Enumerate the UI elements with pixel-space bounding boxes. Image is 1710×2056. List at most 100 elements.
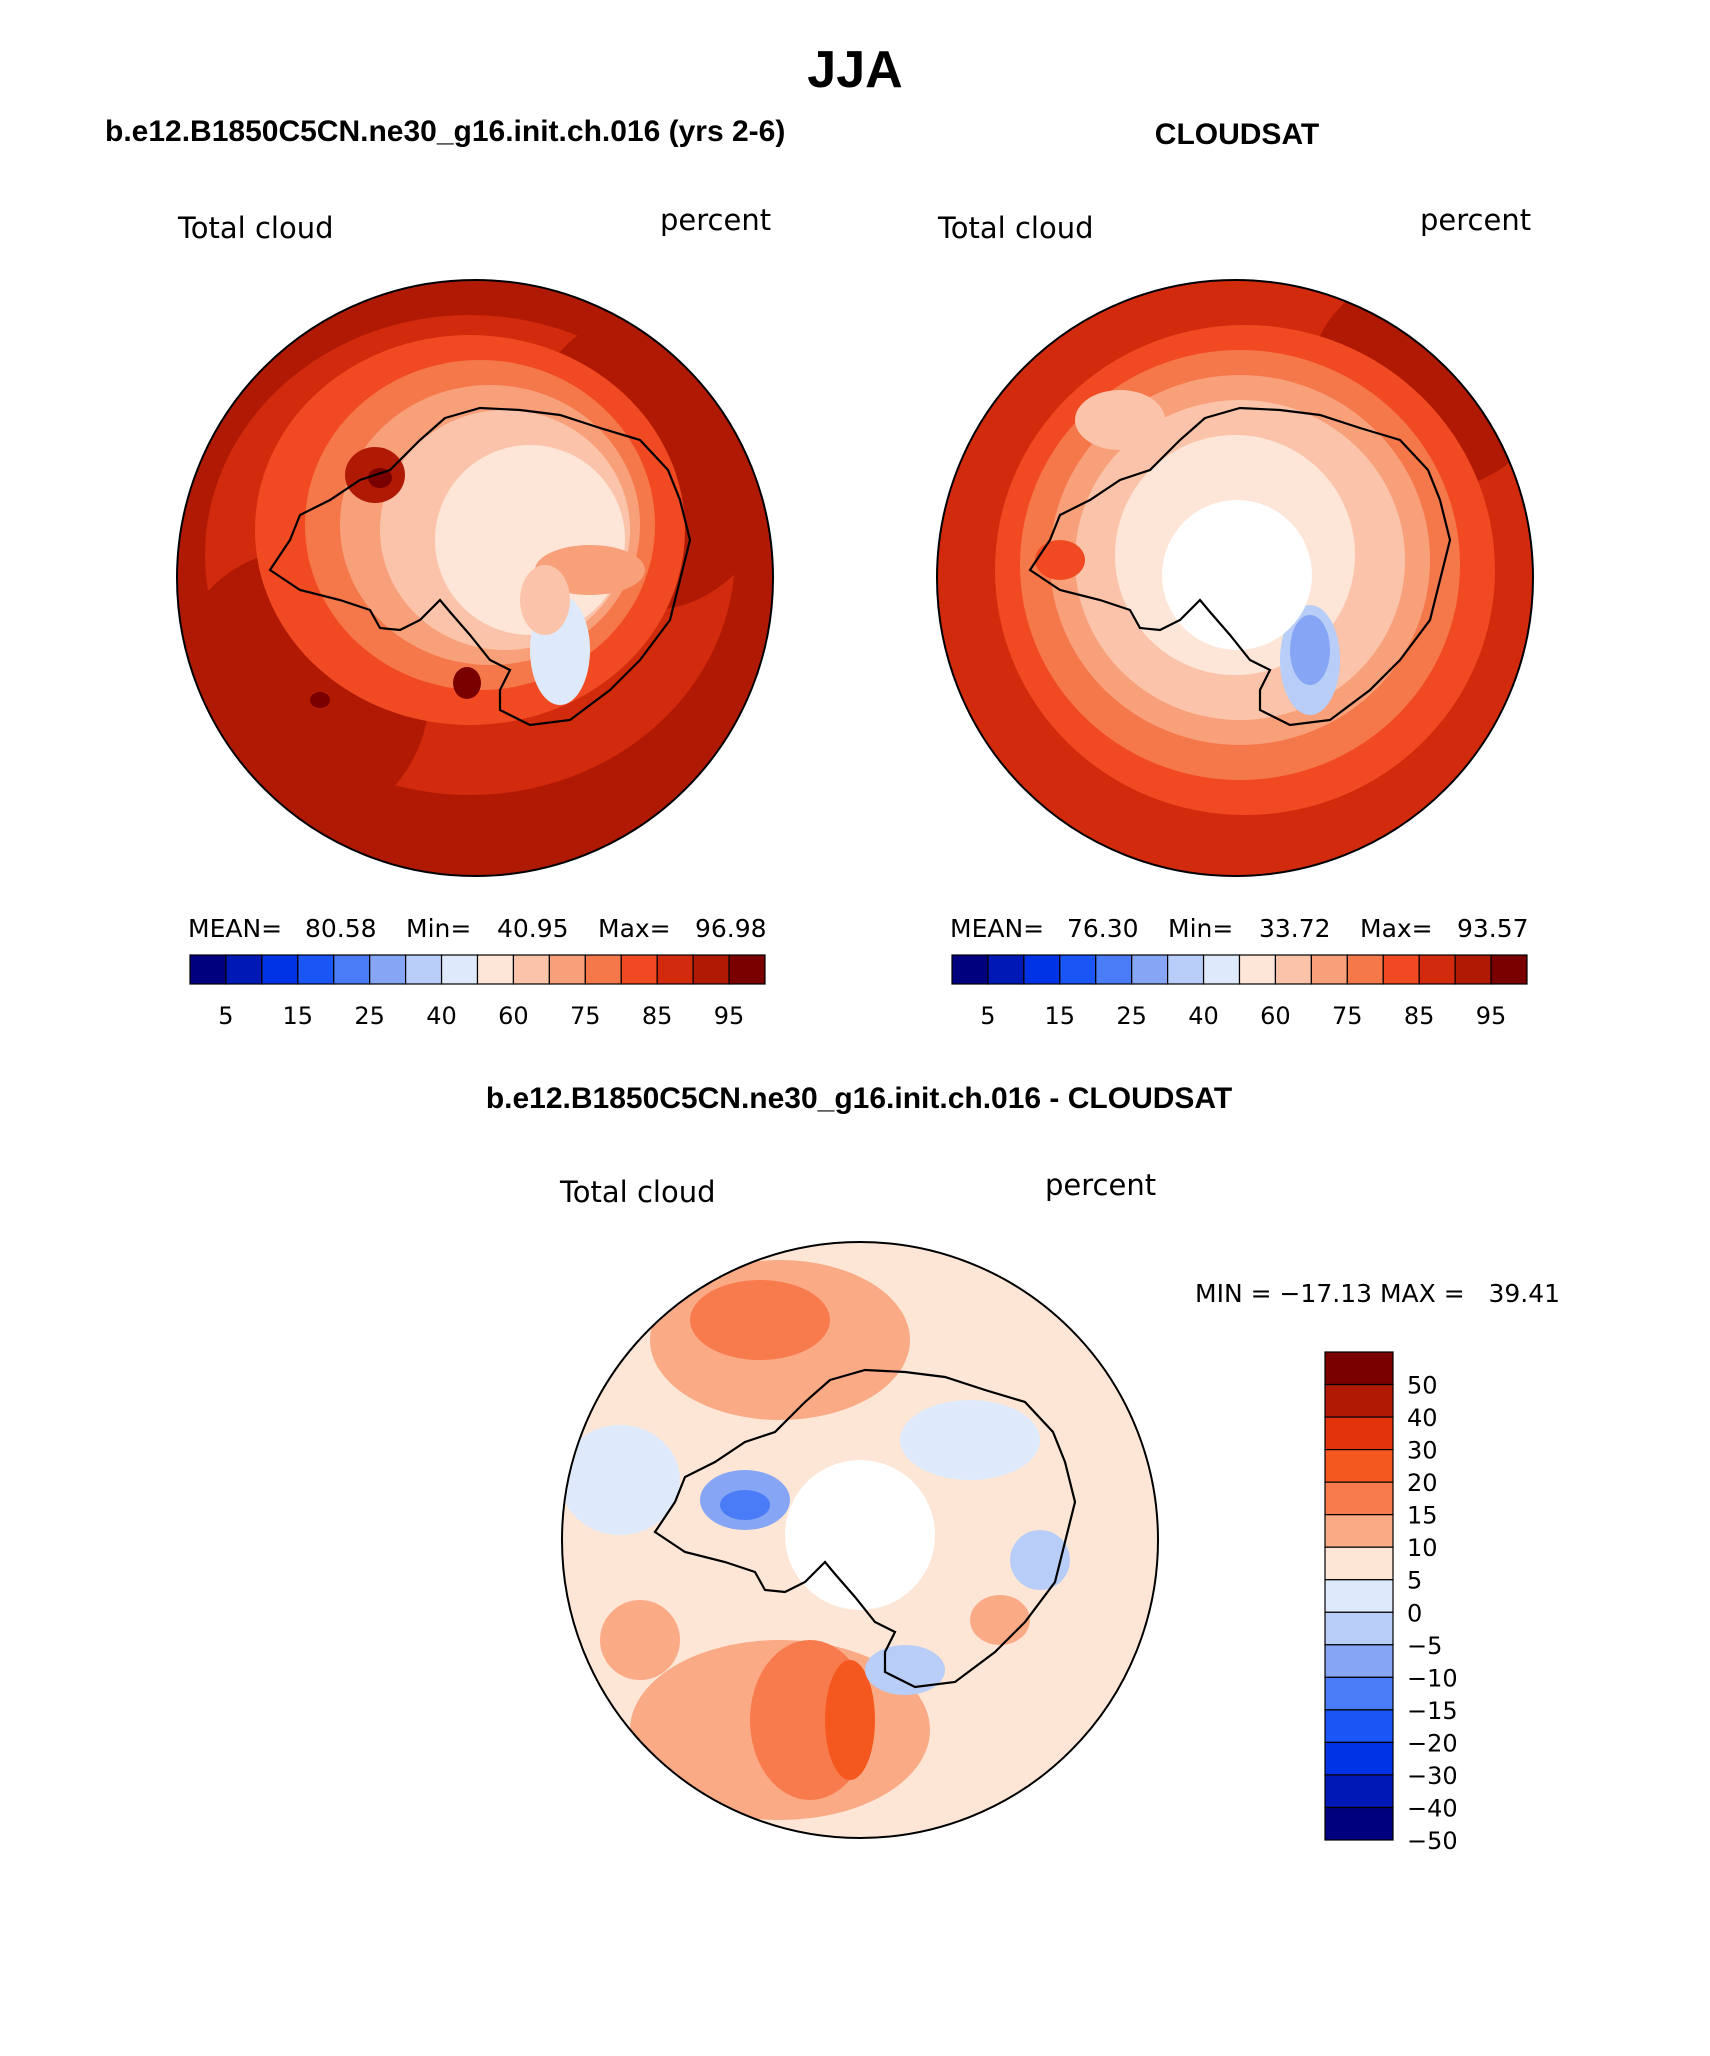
panel2-min-label: Min= [1168, 914, 1233, 943]
panel1-mean-label: MEAN= [188, 914, 282, 943]
panel2-colorbar-box [1310, 954, 1348, 985]
panel2-colorbar-box [1454, 954, 1492, 985]
panel2-title: CLOUDSAT [1155, 118, 1319, 151]
panel1-left-label: Total cloud [177, 211, 333, 245]
figure-title: JJA [807, 41, 902, 99]
panel3-colorbar-tick-label: 10 [1407, 1534, 1438, 1562]
panel2-colorbar-box [987, 954, 1025, 985]
panel3-colorbar-tick-label: 15 [1407, 1502, 1438, 1530]
panel3-colorbar-box [1324, 1481, 1394, 1516]
panel1-map: Total cloud percent [176, 203, 774, 877]
panel1-colorbar-box [692, 954, 730, 985]
panel2-colorbar-tick-label: 85 [1404, 1002, 1435, 1030]
panel3-title: b.e12.B1850C5CN.ne30_g16.init.ch.016 - C… [486, 1082, 1232, 1115]
panel3-minmax: MIN = −17.13 MAX = 39.41 [1195, 1279, 1560, 1308]
panel1-colorbar-box [333, 954, 371, 985]
panel2-colorbar-tick-label: 60 [1260, 1002, 1291, 1030]
panel2-map: Total cloud percent [936, 203, 1534, 877]
panel3-colorbar-tick-label: 40 [1407, 1404, 1438, 1432]
panel1-colorbar-tick-label: 60 [498, 1002, 529, 1030]
panel1-colorbar-box [297, 954, 335, 985]
panel2-mean-value: 76.30 [1067, 914, 1139, 943]
panel1-title: b.e12.B1850C5CN.ne30_g16.init.ch.016 (yr… [105, 115, 785, 148]
panel3-colorbar-tick-label: −40 [1407, 1794, 1458, 1822]
panel2-min-value: 33.72 [1259, 914, 1331, 943]
panel3-colorbar-box [1324, 1546, 1394, 1581]
panel1-colorbar-tick-label: 15 [283, 1002, 314, 1030]
panel2-max-value: 93.57 [1457, 914, 1529, 943]
panel3-colorbar-box [1324, 1579, 1394, 1613]
panel2-colorbar-box [1131, 954, 1169, 985]
panel2-colorbar-box [1274, 954, 1312, 985]
panel3-colorbar-box [1324, 1741, 1394, 1776]
panel2-stats: MEAN= 76.30 Min= 33.72 Max= 93.57 [950, 914, 1529, 943]
panel3-colorbar-tick-label: −15 [1407, 1697, 1458, 1725]
panel2-colorbar-box [1059, 954, 1097, 985]
panel1-colorbar-box [440, 954, 479, 985]
panel1-colorbar-box [261, 954, 299, 985]
panel1-colorbar-box [369, 954, 407, 985]
panel2-colorbar-tick-label: 5 [980, 1002, 995, 1030]
panel1-max-label: Max= [598, 914, 671, 943]
panel2-colorbar-box [1418, 954, 1456, 985]
panel1-min-label: Min= [406, 914, 471, 943]
panel2-colorbar-tick-label: 25 [1116, 1002, 1147, 1030]
panel1-units-label: percent [660, 203, 771, 237]
panel3-colorbar-box [1324, 1709, 1394, 1744]
panel2-colorbar-box [1202, 954, 1241, 985]
panel3-colorbar-tick-label: −5 [1407, 1632, 1442, 1660]
panel2-colorbar-tick-label: 15 [1045, 1002, 1076, 1030]
panel1-colorbar-box [728, 954, 766, 985]
panel1-colorbar-box [620, 954, 658, 985]
panel2-colorbar-box [1023, 954, 1061, 985]
panel1-colorbar-box [548, 954, 586, 985]
panel2-colorbar-box [1490, 954, 1528, 985]
panel2-colorbar-tick-label: 75 [1332, 1002, 1363, 1030]
panel2-colorbar-tick-label: 40 [1188, 1002, 1219, 1030]
panel3-colorbar-tick-label: 5 [1407, 1567, 1422, 1595]
panel3-colorbar-box [1324, 1774, 1394, 1809]
panel3-colorbar-tick-label: 0 [1407, 1599, 1422, 1627]
panel1-max-value: 96.98 [695, 914, 767, 943]
panel1-colorbar-tick-label: 5 [218, 1002, 233, 1030]
panel2-colorbar-tick-label: 95 [1476, 1002, 1507, 1030]
panel1-colorbar-tick-label: 75 [570, 1002, 601, 1030]
panel2-colorbar-box [951, 954, 989, 985]
panel1-colorbar-box [189, 954, 227, 985]
panel3-colorbar-tick-label: −50 [1407, 1827, 1458, 1855]
panel1-colorbar-box [225, 954, 263, 985]
panel3-colorbar-box [1324, 1806, 1394, 1841]
panel3-colorbar-tick-label: 20 [1407, 1469, 1438, 1497]
panel2-left-label: Total cloud [937, 211, 1093, 245]
panel1-stats: MEAN= 80.58 Min= 40.95 Max= 96.98 [188, 914, 767, 943]
panel3-colorbar-box [1324, 1676, 1394, 1711]
panel1-colorbar-box [584, 954, 622, 985]
panel3-map-border [561, 1241, 1159, 1839]
panel1-colorbar-tick-label: 40 [426, 1002, 457, 1030]
panel2-colorbar-box [1167, 954, 1205, 985]
panel3-colorbar-box [1324, 1514, 1394, 1548]
panel1-colorbar-box [656, 954, 694, 985]
panel1-colorbar-box [476, 954, 515, 985]
panel2-colorbar: 5 15 25 40 60 75 85 95 [951, 954, 1528, 1030]
panel1-colorbar: 5 15 25 40 60 75 85 95 [189, 954, 766, 1030]
panel2-mean-label: MEAN= [950, 914, 1044, 943]
panel3-colorbar-tick-label: 30 [1407, 1437, 1438, 1465]
panel1-colorbar-box [512, 954, 550, 985]
panel3-colorbar-tick-label: −10 [1407, 1664, 1458, 1692]
panel3-map: Total cloud percent [559, 1168, 1159, 1839]
panel3-colorbar-tick-label: 50 [1407, 1372, 1438, 1400]
panel1-map-border [176, 279, 774, 877]
panel1-mean-value: 80.58 [305, 914, 377, 943]
panel2-colorbar-box [1238, 954, 1277, 985]
panel1-colorbar-tick-label: 25 [354, 1002, 385, 1030]
panel3-colorbar-tick-label: −30 [1407, 1762, 1458, 1790]
panel1-colorbar-box [405, 954, 443, 985]
panel1-min-value: 40.95 [497, 914, 569, 943]
panel3-units-label: percent [1045, 1168, 1156, 1202]
panel2-colorbar-box [1095, 954, 1133, 985]
panel2-units-label: percent [1420, 203, 1531, 237]
panel3-colorbar-box [1324, 1448, 1394, 1483]
panel3-colorbar-box [1324, 1611, 1394, 1646]
panel2-colorbar-box [1346, 954, 1384, 985]
